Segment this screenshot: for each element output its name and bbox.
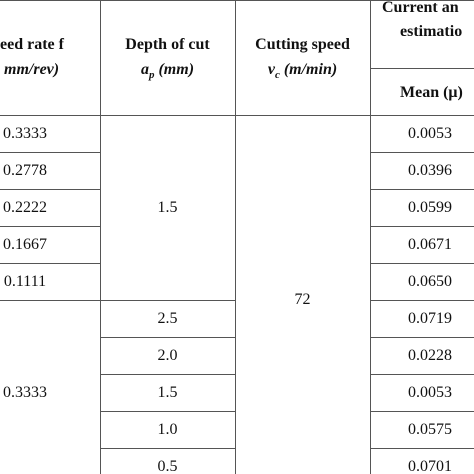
- rule: [370, 0, 371, 474]
- cell: 0.0671: [408, 235, 452, 253]
- rule: [370, 374, 474, 375]
- rule: [100, 374, 235, 375]
- rule: [100, 448, 235, 449]
- rule: [370, 189, 474, 190]
- cell: 0.0701: [408, 457, 452, 474]
- rule: [370, 226, 474, 227]
- rule: [100, 300, 235, 301]
- rule: [0, 189, 100, 190]
- rule: [0, 152, 100, 153]
- cell: 1.5: [157, 198, 178, 216]
- cell: 1.5: [157, 383, 178, 401]
- rule: [370, 411, 474, 412]
- rule: [235, 0, 236, 474]
- cell: 0.1667: [3, 235, 47, 253]
- cell: 0.2778: [3, 161, 47, 179]
- header: ap (mm): [100, 60, 235, 85]
- rule: [370, 337, 474, 338]
- header: Depth of cut: [125, 36, 210, 53]
- cell: 0.3333: [3, 124, 47, 142]
- rule: [370, 152, 474, 153]
- rule: [370, 263, 474, 264]
- rule: [100, 411, 235, 412]
- cell: 0.0396: [408, 161, 452, 179]
- rule: [0, 0, 474, 1]
- header: Cutting speed: [255, 36, 350, 53]
- rule: [0, 226, 100, 227]
- unit: (mm): [158, 61, 195, 78]
- cell: 0.0599: [408, 198, 452, 216]
- cell: 2.0: [157, 346, 178, 364]
- cell: 72: [294, 291, 311, 308]
- cell: 0.2222: [3, 198, 47, 216]
- symbol: a: [140, 61, 149, 78]
- header: estimatio: [400, 23, 463, 40]
- header: mm/rev): [4, 61, 60, 78]
- rule: [370, 300, 474, 301]
- rule: [100, 337, 235, 338]
- rule: [0, 115, 474, 116]
- cell: 1.0: [157, 420, 178, 438]
- cell: 0.1111: [3, 272, 47, 290]
- rule: [100, 0, 101, 474]
- header: eed rate f: [0, 36, 64, 53]
- unit: (m/min): [283, 61, 338, 78]
- cell: 0.3333: [3, 383, 47, 401]
- cell: 0.0228: [408, 346, 452, 364]
- cell: 0.0650: [408, 272, 452, 290]
- header: Current an: [382, 0, 459, 16]
- subscript: p: [148, 69, 155, 82]
- symbol: v: [267, 61, 275, 78]
- cell: 0.0575: [408, 420, 452, 438]
- rule: [370, 448, 474, 449]
- rule: [0, 300, 100, 301]
- header: vc (m/min): [235, 60, 370, 85]
- subscript: c: [274, 69, 280, 82]
- cell: 0.0053: [408, 124, 452, 142]
- rule: [0, 263, 100, 264]
- cell: 2.5: [157, 309, 178, 327]
- rule: [370, 68, 474, 69]
- header: Mean (μ): [400, 84, 463, 101]
- cell: 0.0719: [408, 309, 452, 327]
- cell: 0.5: [157, 457, 178, 474]
- cell: 0.0053: [408, 383, 452, 401]
